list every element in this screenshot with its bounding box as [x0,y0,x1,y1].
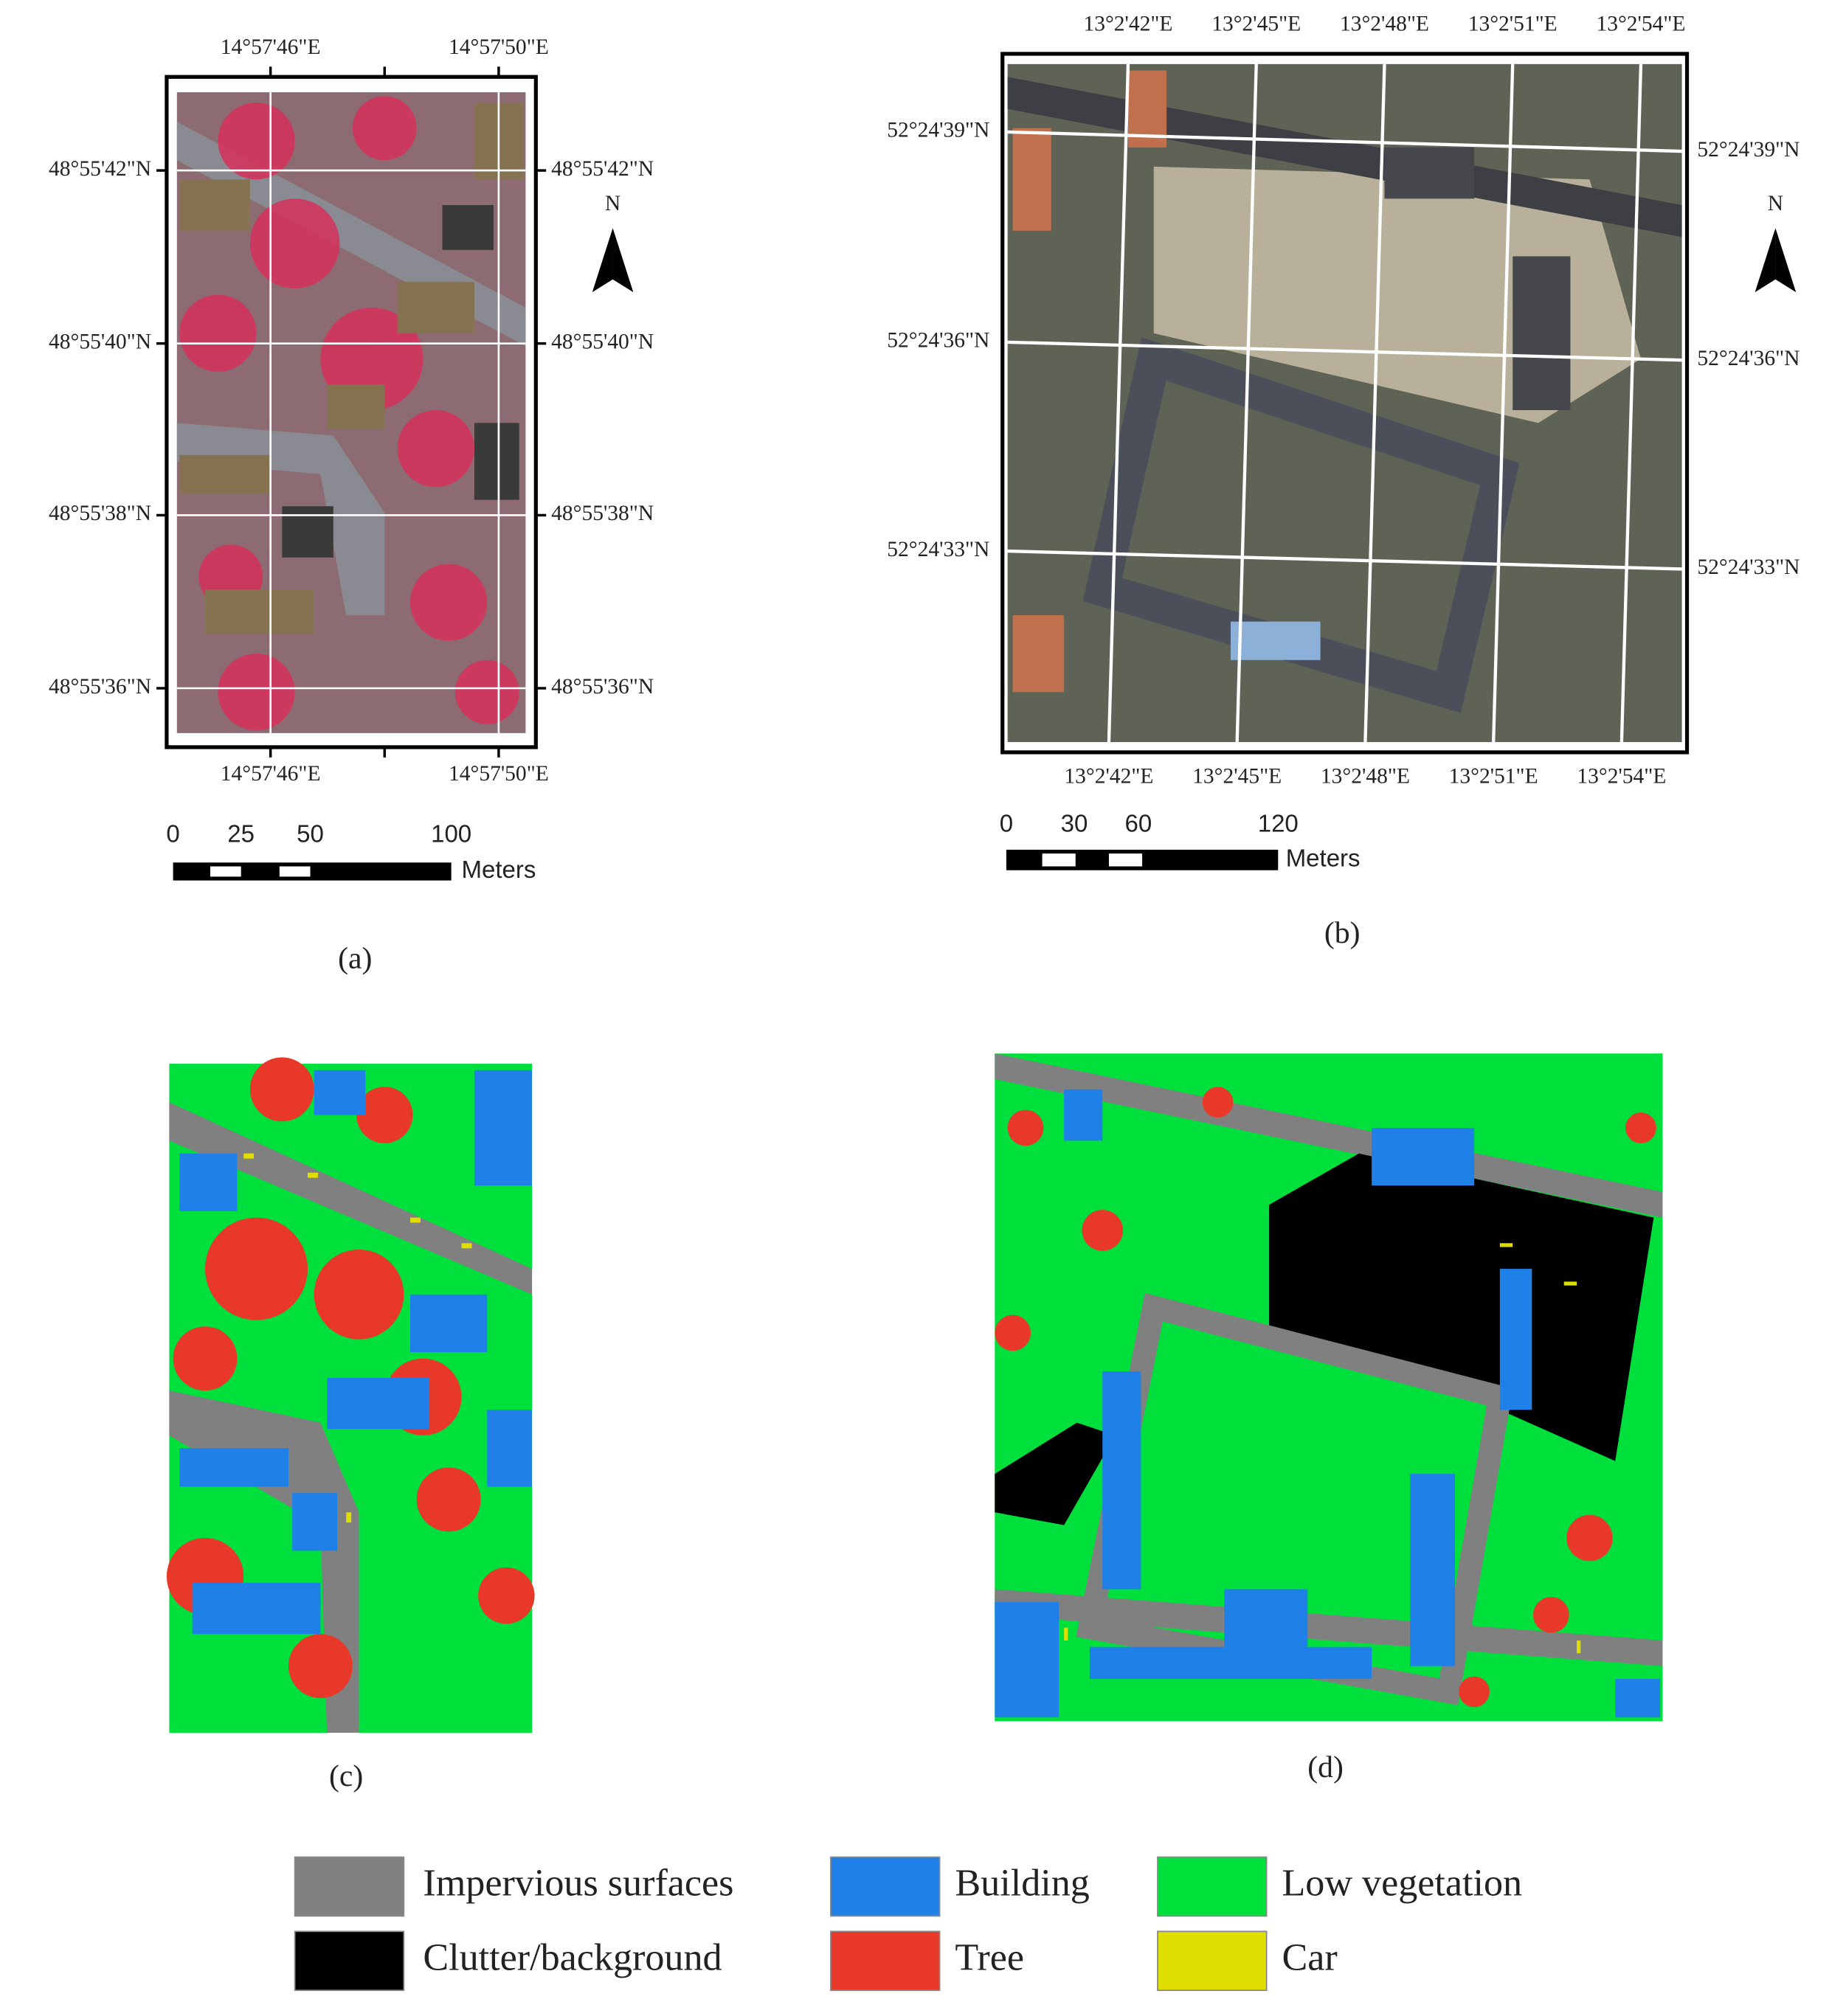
right-coordinate: 52°24'33"N [1697,555,1800,579]
top-coordinate: 13°2'48"E [1340,13,1429,36]
scale-label: 0 [166,820,179,848]
legend-label: Clutter/background [423,1936,722,1978]
caption: (b) [1324,916,1361,950]
scale-label: 60 [1125,810,1152,837]
legend-label: Impervious surfaces [423,1862,733,1904]
scale-label: 30 [1061,810,1088,837]
scale-label: 100 [431,820,471,848]
legend-swatch [294,1930,405,1992]
scale-label: 120 [1258,810,1299,837]
scale-bar-a [173,862,452,881]
legend-swatch [830,1856,941,1917]
left-coordinate: 48°55'36"N [49,675,151,699]
top-coordinate: 13°2'51"E [1468,13,1558,36]
top-coordinate: 14°57'50"E [449,35,549,59]
right-coordinate: 52°24'39"N [1697,138,1800,162]
left-coordinate: 48°55'40"N [49,330,151,353]
right-coordinate: 48°55'42"N [551,157,654,181]
scale-unit: Meters [462,856,536,883]
left-coordinate: 52°24'36"N [887,329,989,353]
bottom-coordinate: 13°2'45"E [1192,764,1282,788]
scale-label: 50 [297,820,324,848]
north-label: N [1768,192,1783,215]
legend-label: Car [1282,1936,1337,1978]
bottom-coordinate: 13°2'54"E [1577,764,1666,788]
bottom-coordinate: 13°2'42"E [1064,764,1153,788]
caption: (c) [329,1759,363,1793]
scale-bar-b [1006,849,1279,870]
left-coordinate: 52°24'33"N [887,538,989,561]
legend-swatch [294,1856,405,1917]
right-coordinate: 48°55'40"N [551,330,654,353]
legend-label: Low vegetation [1282,1862,1522,1904]
right-coordinate: 48°55'38"N [551,502,654,525]
legend-swatch [830,1930,941,1992]
image-b [1000,52,1797,870]
right-coordinate: 48°55'36"N [551,675,654,699]
caption: (a) [338,942,372,976]
left-coordinate: 48°55'38"N [49,502,151,525]
left-coordinate: 52°24'39"N [887,119,989,142]
top-coordinate: 13°2'45"E [1211,13,1301,36]
bottom-coordinate: 13°2'48"E [1321,764,1410,788]
top-coordinate: 13°2'54"E [1596,13,1685,36]
bottom-coordinate: 13°2'51"E [1449,764,1538,788]
top-coordinate: 13°2'42"E [1083,13,1172,36]
legend-label: Building [955,1862,1089,1904]
bottom-coordinate: 14°57'50"E [449,762,549,786]
image-a [156,66,634,881]
legend-swatch [1157,1856,1268,1917]
bottom-coordinate: 14°57'46"E [221,762,321,786]
label-map-c [166,1057,535,1733]
scale-label: 25 [227,820,255,848]
caption: (d) [1307,1750,1344,1784]
legend-label: Tree [955,1936,1024,1978]
legend-swatch [1157,1930,1268,1992]
label-map-d [995,1053,1663,1722]
scale-unit: Meters [1286,845,1361,872]
scale-label: 0 [1000,810,1013,837]
right-coordinate: 52°24'36"N [1697,347,1800,370]
left-coordinate: 48°55'42"N [49,157,151,181]
north-label: N [605,192,620,215]
top-coordinate: 14°57'46"E [221,35,321,59]
